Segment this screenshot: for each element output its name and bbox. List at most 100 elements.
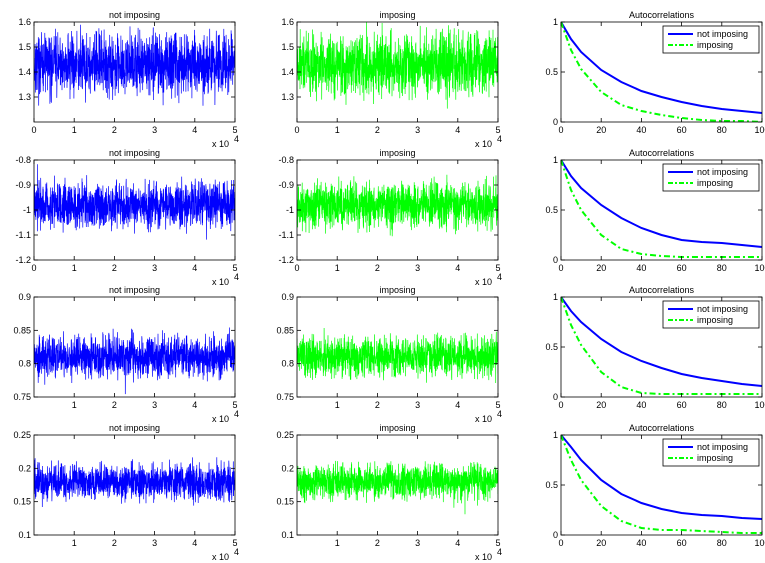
x-tick-label: 0 [558,263,563,273]
subplot-3-3: 00.51020406080100Autocorrelationsnot imp… [545,285,765,410]
subplot-2-3: 00.51020406080100Autocorrelationsnot imp… [545,148,765,273]
y-tick-label: -1 [286,205,294,215]
y-tick-label: -1 [23,205,31,215]
x-tick-label: 5 [495,263,500,273]
x-tick-label: 2 [375,400,380,410]
x-tick-label: 20 [596,263,606,273]
series-trace [297,460,498,515]
series-trace [34,327,235,395]
legend-label: imposing [697,178,733,188]
x-tick-label: 3 [152,263,157,273]
x-tick-label: 4 [455,263,460,273]
x-tick-label: 1 [335,125,340,135]
series-line-not-imposing [561,297,762,387]
subplot-title: imposing [379,148,415,158]
x-tick-label: 80 [717,538,727,548]
y-tick-label: 0.1 [281,530,294,540]
x-tick-label: 4 [192,538,197,548]
x-exponent-label: x 10 [212,552,229,562]
x-tick-label: 2 [112,263,117,273]
y-tick-label: 1 [553,17,558,27]
x-tick-label: 100 [754,263,765,273]
x-tick-label: 5 [232,538,237,548]
y-tick-label: 0.8 [281,359,294,369]
y-tick-label: -1.2 [15,255,31,265]
x-exponent-label: x 10 [212,277,229,287]
series-line-not-imposing [561,160,762,248]
y-tick-label: 0 [553,255,558,265]
x-tick-label: 3 [415,125,420,135]
x-exponent-label: x 10 [212,139,229,149]
x-tick-label: 1 [72,263,77,273]
x-tick-label: 4 [192,125,197,135]
subplot-title: imposing [379,423,415,433]
series-trace [34,164,235,240]
series-line-imposing [561,297,762,395]
y-tick-label: -1.2 [278,255,294,265]
legend-box [662,25,760,54]
y-tick-label: 0.25 [13,430,31,440]
subplot-title: imposing [379,10,415,20]
y-tick-label: -0.9 [15,180,31,190]
x-tick-label: 2 [375,538,380,548]
legend-box [662,300,760,329]
subplot-title: not imposing [109,423,160,433]
x-tick-label: 5 [232,400,237,410]
x-tick-label: 40 [636,538,646,548]
y-tick-label: 0 [553,530,558,540]
x-tick-label: 3 [152,538,157,548]
x-tick-label: 80 [717,263,727,273]
legend-label: imposing [697,315,733,325]
x-tick-label: 1 [335,538,340,548]
y-tick-label: 0.2 [281,463,294,473]
y-tick-label: 0.1 [18,530,31,540]
x-exponent-power: 4 [234,409,239,419]
x-exponent-power: 4 [234,134,239,144]
x-tick-label: 1 [335,400,340,410]
y-tick-label: 1.3 [281,92,294,102]
x-tick-label: 100 [754,125,765,135]
x-tick-label: 2 [112,400,117,410]
y-tick-label: 0.15 [13,497,31,507]
x-exponent-power: 4 [497,134,502,144]
y-tick-label: -1.1 [278,230,294,240]
y-tick-label: 1.4 [281,67,294,77]
y-tick-label: 0.9 [18,292,31,302]
x-tick-label: 20 [596,400,606,410]
subplot-title: imposing [379,285,415,295]
x-tick-label: 0 [558,400,563,410]
x-exponent-label: x 10 [475,552,492,562]
x-tick-label: 3 [152,400,157,410]
y-tick-label: 0 [553,117,558,127]
y-tick-label: 1.4 [18,67,31,77]
series-trace [34,24,235,106]
x-tick-label: 20 [596,538,606,548]
y-tick-label: 1.6 [281,17,294,27]
x-tick-label: 40 [636,125,646,135]
x-exponent-power: 4 [234,272,239,282]
x-tick-label: 5 [495,538,500,548]
y-tick-label: 1.3 [18,92,31,102]
x-tick-label: 4 [455,400,460,410]
y-tick-label: 0.9 [281,292,294,302]
y-tick-label: 0.8 [18,359,31,369]
y-tick-label: 1.5 [18,42,31,52]
legend-label: not imposing [697,29,748,39]
subplot-title: not imposing [109,10,160,20]
x-tick-label: 5 [495,125,500,135]
y-tick-label: 0.5 [545,342,558,352]
x-exponent-power: 4 [234,547,239,557]
x-exponent-power: 4 [497,547,502,557]
x-tick-label: 3 [415,400,420,410]
x-tick-label: 2 [375,125,380,135]
x-exponent-label: x 10 [475,277,492,287]
x-tick-label: 5 [232,263,237,273]
